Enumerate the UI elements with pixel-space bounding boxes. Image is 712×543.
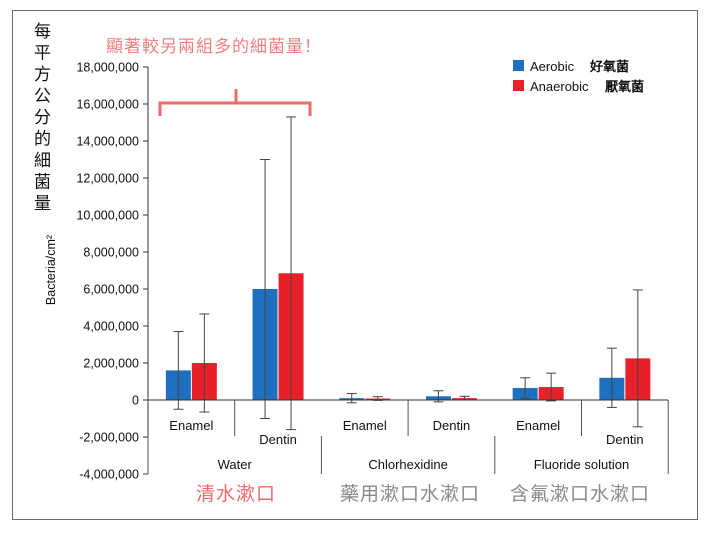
- y-tick-label: 14,000,000: [76, 135, 139, 149]
- x-group-label: Fluoride solution: [534, 457, 629, 472]
- x-category-label: Enamel: [343, 418, 387, 433]
- side-label-char: 每: [34, 22, 51, 42]
- chart-frame: [12, 10, 698, 520]
- bars-layer: [165, 116, 651, 431]
- legend-swatch-anaerobic: [513, 80, 524, 91]
- bottom-label-fluoride: 含氟漱口水漱口: [510, 483, 650, 505]
- bottom-label-water: 清水漱口: [196, 483, 276, 505]
- side-label-char: 分: [34, 108, 51, 128]
- legend-swatch-aerobic: [513, 60, 524, 71]
- y-tick-label: 16,000,000: [76, 98, 139, 112]
- legend: Aerobic 好氧菌 Anaerobic 厭氧菌: [513, 59, 644, 95]
- highlight-note: 顯著較另兩組多的細菌量！: [106, 37, 322, 57]
- side-label-char: 方: [34, 65, 51, 85]
- y-tick-label: 6,000,000: [83, 283, 139, 297]
- y-axis: -4,000,000 -2,000,000 0 2,000,000 4,000,000 6…: [76, 61, 149, 482]
- x-category-label: Enamel: [516, 418, 560, 433]
- y-tick-label: 4,000,000: [83, 320, 139, 334]
- x-group-label: Water: [218, 457, 253, 472]
- y-tick-label: 8,000,000: [83, 246, 139, 260]
- y-tick-label: 2,000,000: [83, 357, 139, 371]
- bottom-label-chlorhexidine: 藥用漱口水漱口: [340, 483, 480, 505]
- x-group-label: Chlorhexidine: [368, 457, 448, 472]
- side-label-char: 細: [34, 151, 51, 171]
- legend-label-anaerobic-zh: 厭氧菌: [605, 79, 644, 95]
- highlight-bracket: [158, 89, 312, 116]
- y-tick-label: 12,000,000: [76, 172, 139, 186]
- side-label-char: 平: [34, 44, 51, 64]
- y-tick-label: 0: [132, 394, 139, 408]
- y-axis-label: Bacteria/cm²: [44, 235, 58, 305]
- y-tick-label: -4,000,000: [79, 468, 139, 482]
- y-tick-label: 10,000,000: [76, 209, 139, 223]
- side-label-char: 的: [34, 130, 51, 150]
- x-axis: Enamel Dentin Enamel Dentin Enamel Dentin Wate…: [147, 399, 669, 474]
- side-label-char: 公: [34, 87, 51, 107]
- x-category-label: Dentin: [606, 432, 644, 447]
- x-category-label: Dentin: [259, 432, 297, 447]
- y-tick-label: -2,000,000: [79, 431, 139, 445]
- y-tick-label: 18,000,000: [76, 61, 139, 75]
- x-category-label: Enamel: [169, 418, 213, 433]
- legend-label-anaerobic: Anaerobic: [530, 79, 589, 94]
- legend-label-aerobic-zh: 好氧菌: [589, 59, 629, 75]
- side-label-char: 菌: [34, 173, 51, 193]
- x-category-label: Dentin: [433, 418, 471, 433]
- legend-label-aerobic: Aerobic: [530, 59, 575, 74]
- side-label-char: 量: [34, 194, 51, 214]
